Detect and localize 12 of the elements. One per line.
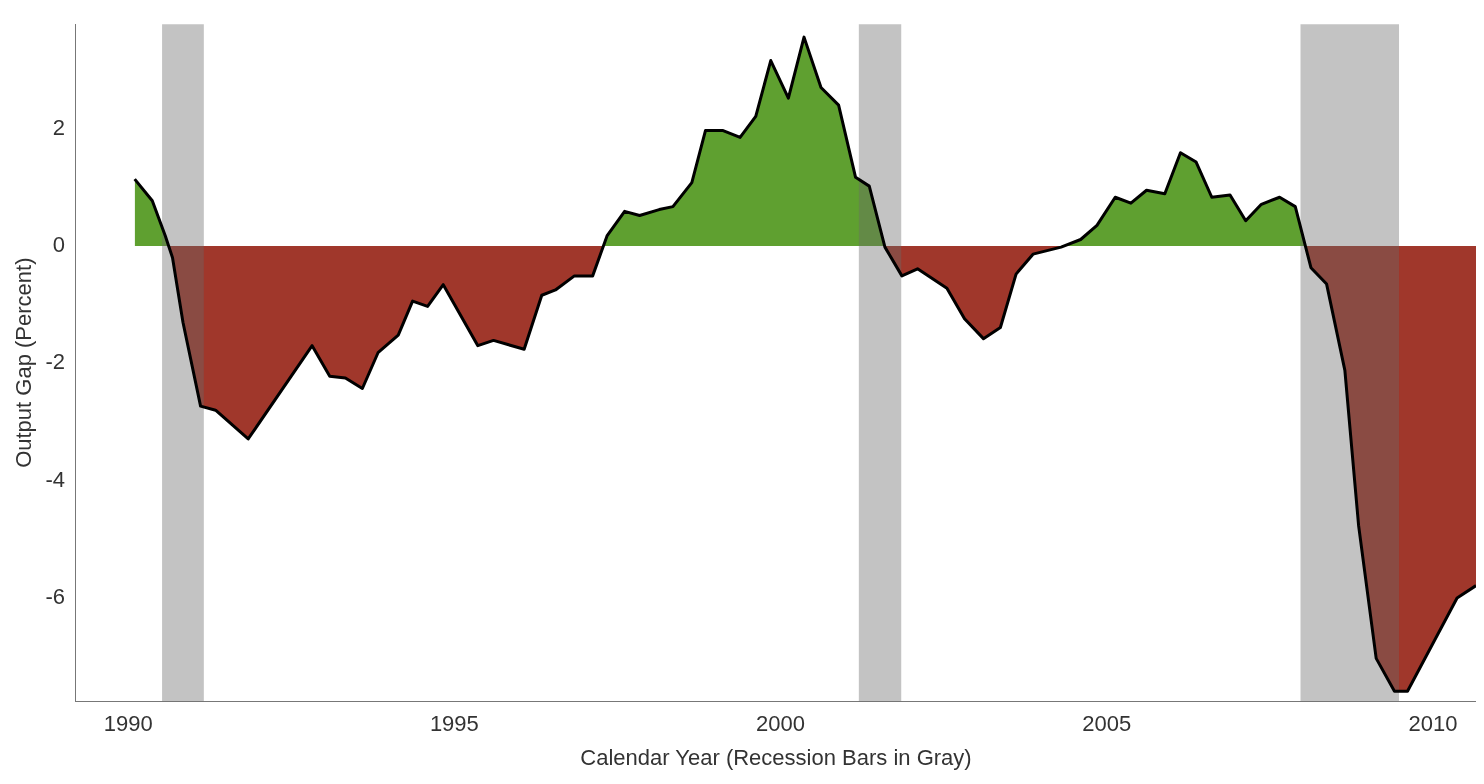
y-tick-label: -2 [45, 349, 65, 375]
x-tick-label: 1990 [103, 711, 153, 737]
y-tick-label: 0 [52, 232, 65, 258]
x-tick-label: 2010 [1408, 711, 1458, 737]
y-tick-label: -4 [45, 466, 65, 492]
x-tick-label: 2000 [756, 711, 806, 737]
x-tick-label: 2005 [1082, 711, 1132, 737]
x-tick-label: 1995 [429, 711, 479, 737]
x-axis-title: Calendar Year (Recession Bars in Gray) [580, 744, 972, 770]
y-axis-title: Output Gap (Percent) [11, 257, 37, 468]
y-tick-label: -6 [45, 584, 65, 610]
y-tick-label: 2 [52, 114, 65, 140]
